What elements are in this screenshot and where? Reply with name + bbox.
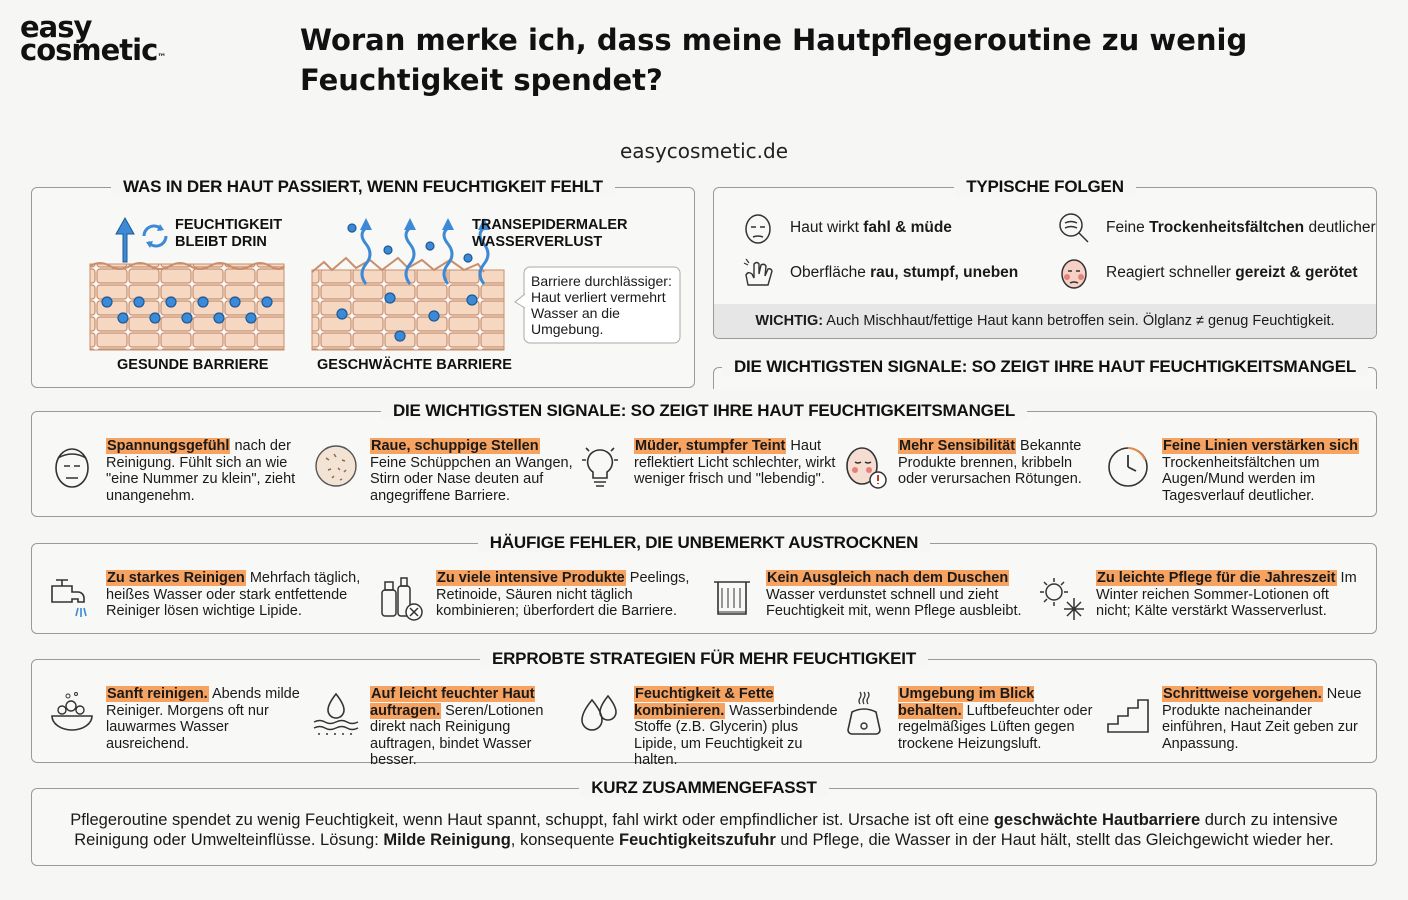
stairs-icon xyxy=(1107,699,1149,733)
strategy-step-by-step: Schrittweise vorgehen. Neue Produkte nac… xyxy=(1102,686,1366,769)
mistake-products: Zu viele intensive Produkte Peelings, Re… xyxy=(376,570,706,624)
skin-barrier-panel: WAS IN DER HAUT PASSIERT, WENN FEUCHTIGK… xyxy=(31,177,695,388)
two-drops-icon xyxy=(581,694,617,731)
tight-face-icon xyxy=(55,448,89,488)
water-drop-skin-icon xyxy=(313,692,359,735)
consequence-irritated: Reagiert schneller gereizt & gerötet xyxy=(1056,255,1358,291)
barrier-diagram xyxy=(89,216,681,351)
barrier-note: Barriere durchlässiger: Haut verliert ve… xyxy=(531,273,672,337)
signals-heading: DIE WICHTIGSTEN SIGNALE: SO ZEIGT IHRE H… xyxy=(380,401,1028,420)
strategy-environment: Umgebung im Blick behalten. Luftbefeucht… xyxy=(838,686,1102,769)
weakened-barrier-illustration xyxy=(311,218,505,351)
evaporation-arrows-icon xyxy=(360,226,490,285)
consequences-heading: TYPISCHE FOLGEN xyxy=(954,177,1136,196)
label-tewl: TRANSEPIDERMALER WASSERVERLUST xyxy=(472,217,628,250)
product-bottles-icon xyxy=(381,577,423,621)
caption-weakened-barrier: GESCHWÄCHTE BARRIERE xyxy=(317,357,512,373)
mistake-cleansing: Zu starkes Reinigen Mehrfach täglich, he… xyxy=(46,570,376,624)
strategy-combine: Feuchtigkeit & Fette kombinieren. Wasser… xyxy=(574,686,838,769)
clock-icon xyxy=(1108,447,1148,487)
foam-bowl-icon xyxy=(51,692,93,731)
important-note: WICHTIG: Auch Mischhaut/fettige Haut kan… xyxy=(714,304,1376,338)
mistakes-heading: HÄUFIGE FEHLER, DIE UNBEMERKT AUSTROCKNE… xyxy=(477,533,931,552)
signal-tightness: Spannungsgefühl nach der Reinigung. Fühl… xyxy=(46,438,310,504)
consequences-panel: TYPISCHE FOLGEN Haut wirkt fahl & müde F… xyxy=(713,177,1377,339)
signals-subheading: DIE WICHTIGSTEN SIGNALE: SO ZEIGT IHRE H… xyxy=(721,357,1369,376)
magnifier-wrinkles-icon xyxy=(1059,213,1089,243)
signals-panel: DIE WICHTIGSTEN SIGNALE: SO ZEIGT IHRE H… xyxy=(31,401,1377,517)
skin-barrier-heading: WAS IN DER HAUT PASSIERT, WENN FEUCHTIGK… xyxy=(111,177,615,196)
mistake-season: Zu leichte Pflege für die Jahreszeit Im … xyxy=(1036,570,1366,624)
signal-flaky: Raue, schuppige Stellen Feine Schüppchen… xyxy=(310,438,574,504)
strategies-heading: ERPROBTE STRATEGIEN FÜR MEHR FEUCHTIGKEI… xyxy=(479,649,929,668)
consequence-dull: Haut wirkt fahl & müde xyxy=(740,210,952,246)
healthy-barrier-illustration xyxy=(89,216,285,351)
dim-bulb-icon xyxy=(582,447,618,487)
strategies-panel: ERPROBTE STRATEGIEN FÜR MEHR FEUCHTIGKEI… xyxy=(31,649,1377,768)
consequence-rough: Oberfläche rau, stumpf, uneben xyxy=(740,255,1018,291)
label-moisture-stays: FEUCHTIGKEIT BLEIBT DRIN xyxy=(175,217,283,250)
up-arrow-icon xyxy=(115,216,135,263)
page-title: Woran merke ich, dass meine Hautpflegero… xyxy=(300,23,1248,97)
summary-heading: KURZ ZUSAMMENGEFASST xyxy=(579,778,829,797)
mistake-shower: Kein Ausgleich nach dem Duschen Wasser v… xyxy=(706,570,1036,624)
signal-sensitivity: Mehr Sensibilität Bekannte Produkte bren… xyxy=(838,438,1102,504)
humidifier-icon xyxy=(847,691,881,735)
tired-face-icon xyxy=(745,214,771,244)
mistakes-panel: HÄUFIGE FEHLER, DIE UNBEMERKT AUSTROCKNE… xyxy=(31,533,1377,634)
caption-healthy-barrier: GESUNDE BARRIERE xyxy=(117,357,269,373)
sensitive-face-icon xyxy=(846,447,887,489)
signal-dull: Müder, stumpfer Teint Haut reflektiert L… xyxy=(574,438,838,504)
summary-text: Pflegeroutine spendet zu wenig Feuchtigk… xyxy=(70,811,1338,849)
site-url: easycosmetic.de xyxy=(619,139,788,163)
sun-snowflake-icon xyxy=(1040,578,1084,620)
flaky-skin-icon xyxy=(315,445,357,487)
strategy-gentle-cleansing: Sanft reinigen. Abends milde Reiniger. M… xyxy=(46,686,310,769)
consequence-wrinkles: Feine Trockenheitsfältchen deutlicher xyxy=(1056,210,1376,246)
strategy-damp-skin: Auf leicht feuchter Haut auftragen. Sere… xyxy=(310,686,574,769)
faucet-icon xyxy=(51,579,87,617)
towel-icon xyxy=(714,581,750,615)
irritated-face-icon xyxy=(1061,259,1087,289)
summary-panel: KURZ ZUSAMMENGEFASST Pflegeroutine spend… xyxy=(31,778,1377,866)
signal-fine-lines: Feine Linien verstärken sich Trockenheit… xyxy=(1102,438,1366,504)
hand-touch-icon xyxy=(743,258,773,286)
brand-logo: easy cosmetic™ xyxy=(20,10,167,67)
signals-subheading-strip: DIE WICHTIGSTEN SIGNALE: SO ZEIGT IHRE H… xyxy=(713,357,1377,389)
